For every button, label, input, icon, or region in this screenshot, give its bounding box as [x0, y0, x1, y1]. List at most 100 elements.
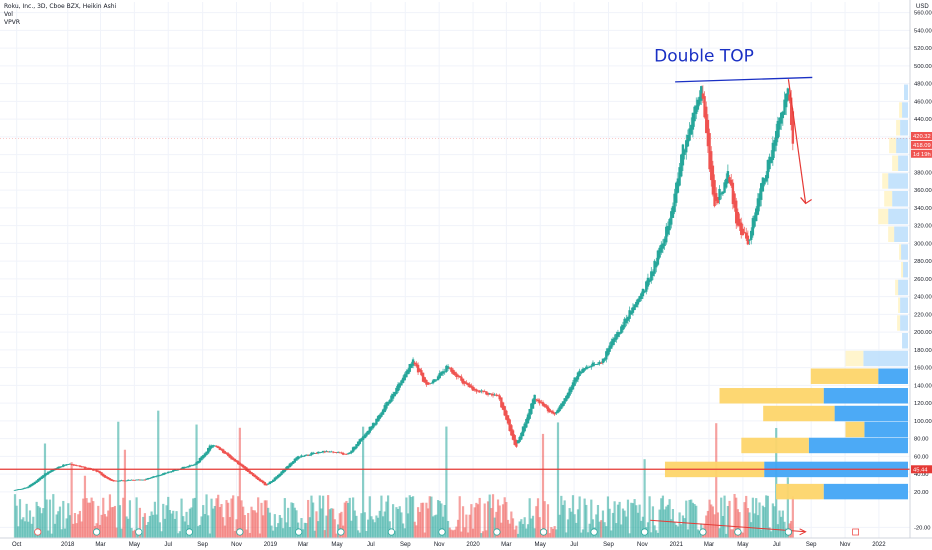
volume-bar: [695, 505, 698, 538]
candle-body: [283, 468, 287, 472]
volume-bar: [252, 510, 255, 538]
volume-profile-up: [900, 120, 908, 136]
volume-bar: [117, 421, 120, 538]
candle-body: [491, 394, 495, 396]
volume-bar: [615, 523, 618, 538]
volume-profile-down: [845, 350, 864, 367]
candle-body: [488, 393, 491, 394]
volume-bar: [155, 514, 158, 538]
candle-body: [276, 475, 280, 478]
volume-bar: [142, 516, 145, 538]
volume-bar: [335, 533, 338, 538]
time-tick-label: Jul: [367, 542, 375, 548]
volume-bar: [398, 506, 401, 538]
volume-profile-down: [895, 279, 899, 296]
volume-bar: [736, 509, 739, 538]
candle-body: [261, 480, 265, 484]
volume-bar: [278, 515, 281, 538]
candle-body: [17, 489, 20, 490]
candle-body: [145, 478, 148, 480]
candle-body: [638, 296, 641, 302]
time-tick-label: 2020: [466, 542, 480, 548]
candle-body: [771, 142, 775, 161]
candle-body: [501, 402, 505, 410]
volume-bar: [367, 519, 370, 538]
candle-body: [226, 453, 230, 456]
candle-body: [373, 423, 376, 426]
volume-bar: [215, 498, 218, 538]
candle-body: [63, 464, 67, 466]
candle-body: [520, 432, 523, 440]
candle-body: [197, 461, 200, 464]
volume-bar: [705, 515, 708, 538]
volume-bar: [323, 530, 326, 538]
candle-body: [530, 403, 533, 414]
volume-profile-down: [741, 437, 809, 454]
candle-body: [27, 486, 30, 488]
candle-body: [391, 393, 395, 399]
volume-bar: [150, 511, 153, 538]
candle-body: [310, 452, 313, 456]
volume-bar: [790, 520, 793, 538]
volume-bar: [42, 508, 45, 538]
candle-body: [35, 480, 38, 483]
volume-bar: [653, 525, 656, 538]
candle-body: [77, 465, 80, 467]
candle-body: [58, 466, 62, 468]
candle-body: [526, 414, 530, 424]
candle-body: [608, 345, 611, 352]
volume-bar: [501, 504, 505, 538]
candle-body: [623, 318, 626, 328]
volume-bar: [386, 495, 390, 538]
volume-bar: [646, 522, 650, 538]
volume-bar: [67, 503, 70, 538]
double-top-annotation: Double TOP: [654, 46, 754, 66]
volume-bar: [347, 502, 350, 538]
volume-bar: [688, 499, 691, 538]
volume-bar: [661, 495, 665, 538]
volume-bar: [362, 426, 365, 538]
volume-profile-up: [900, 297, 908, 313]
time-tick-label: Mar: [501, 542, 511, 548]
vpvr-legend[interactable]: VPVR: [4, 19, 20, 26]
volume-bar: [73, 513, 77, 538]
volume-bar: [500, 522, 503, 538]
candle-body: [683, 149, 686, 155]
candle-body: [158, 475, 162, 476]
candle-body: [130, 479, 133, 481]
volume-bar: [237, 496, 240, 538]
event-markers: [34, 528, 859, 536]
countdown-badge-text: 1d 19h: [913, 152, 931, 158]
volume-bar: [430, 496, 433, 538]
volume-bar: [753, 513, 756, 538]
candle-body: [586, 367, 590, 369]
volume-bar: [711, 506, 714, 538]
volume-bar: [486, 501, 490, 538]
volume-bar: [408, 495, 411, 538]
volume-bar: [581, 529, 585, 538]
candle-body: [23, 487, 27, 489]
candle-body: [220, 448, 223, 451]
candle-body: [160, 474, 163, 476]
candle-body: [688, 128, 691, 141]
candle-body: [207, 447, 210, 454]
candle-body: [351, 447, 355, 452]
candle-body: [515, 439, 518, 447]
volume-legend[interactable]: Vol: [4, 11, 13, 18]
volume-bar: [691, 502, 695, 538]
volume-profile-down: [896, 120, 901, 136]
candle-body: [60, 466, 63, 468]
candle-body: [128, 479, 132, 481]
volume-bar: [107, 510, 110, 538]
candle-body: [411, 359, 415, 366]
candle-body: [485, 391, 488, 395]
candle-body: [670, 211, 673, 225]
volume-bar: [738, 512, 741, 538]
candle-body: [428, 383, 431, 385]
second-price-badge-text: 418.09: [913, 143, 931, 149]
volume-bar: [505, 502, 508, 538]
symbol-legend[interactable]: Roku, Inc., 3D, Cboe BZX, Heikin Ashi: [4, 3, 117, 10]
volume-bar: [285, 522, 288, 538]
volume-bar: [641, 516, 645, 538]
